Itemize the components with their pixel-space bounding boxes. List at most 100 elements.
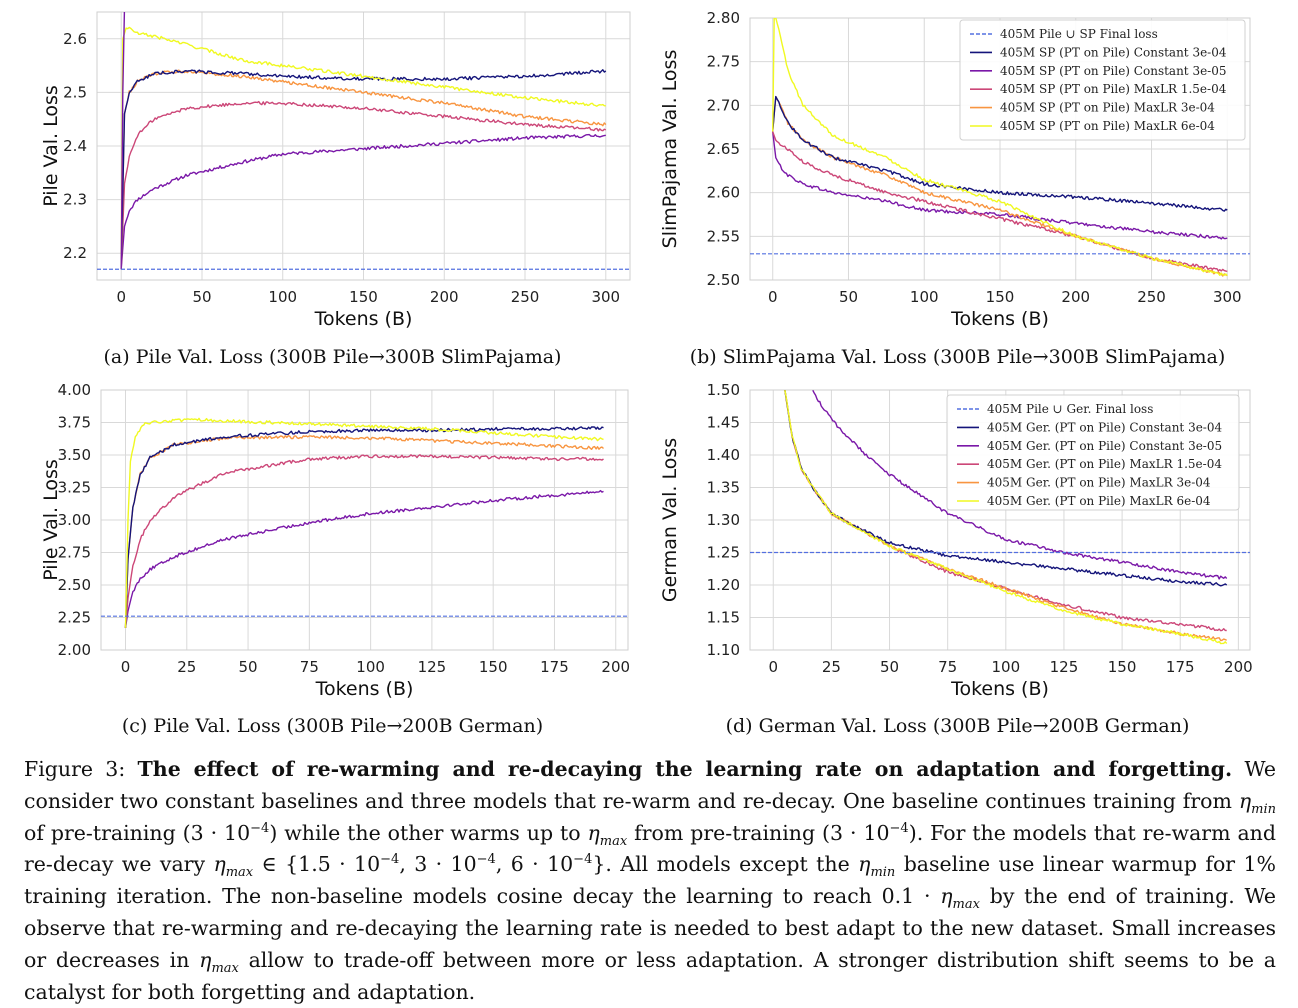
y-tick-label: 2.65 [707,140,740,158]
caption-superscript: −4 [380,852,400,868]
y-axis-label: SlimPajama Val. Loss [659,50,681,249]
y-tick-label: 4.00 [58,381,91,399]
eta-symbol: ηmin [1238,788,1276,817]
series-lines [124,417,604,629]
x-axis-label: Tokens (B) [950,678,1049,700]
eta-symbol: ηmin [858,852,896,881]
figure-caption-body: We consider two constant baselines and t… [24,757,1276,1004]
x-tick-label: 100 [910,288,939,306]
chart-c-caption: (c) Pile Val. Loss (300B Pile→200B Germa… [121,715,544,737]
legend-box [946,394,1240,511]
caption-text: , 3 · 10 [399,852,477,877]
x-tick-label: 50 [839,288,858,306]
x-tick-label: 200 [1061,288,1090,306]
series-line-constant_3e-04 [124,426,604,628]
y-tick-label: 2.75 [58,544,91,562]
x-tick-label: 125 [1050,658,1079,676]
x-tick-label: 100 [268,288,297,306]
x-tick-label: 150 [479,658,508,676]
x-tick-label: 250 [1137,288,1166,306]
x-tick-label: 200 [1224,658,1253,676]
legend: 405M Pile ∪ SP Final loss 405M SP (PT on … [959,19,1246,141]
figure-label: Figure 3: [24,757,126,781]
y-tick-label: 3.25 [58,479,91,497]
series-lines [784,390,1228,645]
x-tick-label: 25 [177,658,196,676]
y-tick-label: 1.30 [707,511,740,529]
y-tick-label: 2.60 [707,184,740,202]
legend-label: 405M Ger. (PT on Pile) MaxLR 3e-04 [987,476,1211,490]
eta-symbol: ηmax [587,820,628,849]
series-line-maxlr_6e-04 [120,26,606,270]
y-tick-label: 3.00 [58,511,91,529]
x-tick-label: 150 [1108,658,1137,676]
series-line-constant_3e-05 [772,131,1228,240]
figure-caption: Figure 3: The effect of re-warming and r… [24,754,1276,1008]
caption-superscript: −4 [573,852,593,868]
legend-label: 405M Ger. (PT on Pile) Constant 3e-04 [987,420,1222,434]
chart-d: 0 25 50 75 100 125 150 175 200 1.10 1.15 1.20 1.25 1.… [659,381,1253,700]
caption-text: allow to trade-off between more or less … [24,947,1276,1004]
series-line-maxlr_6e-04 [784,390,1228,645]
y-tick-label: 2.2 [63,244,87,262]
caption-text: , 6 · 10 [495,852,574,877]
x-tick-label: 25 [822,658,841,676]
figure-bold-title: The effect of re-warming and re-decaying… [137,757,1233,781]
y-tick-label: 1.40 [707,446,740,464]
legend: 405M Pile ∪ Ger. Final loss 405M Ger. (PT… [946,394,1240,511]
x-tick-label: 50 [239,658,258,676]
series-line-constant_3e-05 [812,390,1228,580]
y-axis-label: German Val. Loss [659,438,681,602]
x-tick-label: 50 [880,658,899,676]
chart-panel-b: 0 50 100 150 200 250 300 2.50 2.55 2.60 2.65 2.70 2.… [650,0,1290,340]
legend-label: 405M Ger. (PT on Pile) MaxLR 1.5e-04 [987,457,1222,471]
plot-frame [749,17,1251,281]
x-tick-label: 0 [768,658,778,676]
legend-label: 405M SP (PT on Pile) Constant 3e-04 [1000,45,1227,59]
chart-b-caption: (b) SlimPajama Val. Loss (300B Pile→300B… [689,346,1226,368]
chart-a: 0 50 100 150 200 250 300 2.2 2.3 2.4 2.5 2.6 Tokens … [40,11,631,330]
series-line-constant_3e-04 [120,69,607,270]
plot-frame [96,11,631,281]
y-tick-label: 2.70 [707,96,740,114]
y-tick-label: 2.3 [63,191,87,209]
x-tick-label: 200 [601,658,630,676]
series-line-constant_3e-05 [120,133,606,270]
x-tick-label: 175 [540,658,569,676]
caption-text: ) while the other warms up to [269,820,588,845]
series-line-constant_3e-04 [784,390,1228,587]
x-tick-label: 150 [986,288,1015,306]
caption-text: from pre-training (3 · 10 [627,820,890,845]
series-line-maxlr_1.5e-04 [124,454,604,628]
y-tick-label: 2.50 [58,576,91,594]
caption-superscript: −4 [889,820,909,836]
series-line-maxlr_3e-04 [124,435,604,628]
chart-panel-c: 0 25 50 75 100 125 150 175 200 2.00 2.25 2.50 2.75 3.… [0,375,645,710]
caption-text: }. All models except the [592,852,859,877]
legend-label: 405M Pile ∪ SP Final loss [1000,27,1158,41]
y-tick-label: 2.50 [707,271,740,289]
y-tick-label: 2.80 [707,9,740,27]
chart-b: 0 50 100 150 200 250 300 2.50 2.55 2.60 2.65 2.70 2.… [659,9,1251,330]
legend-label: 405M Ger. (PT on Pile) MaxLR 6e-04 [987,494,1211,508]
x-tick-label: 75 [938,658,957,676]
series-line-constant_3e-04 [772,95,1228,212]
legend-box [959,19,1246,141]
x-tick-label: 75 [300,658,319,676]
x-tick-label: 125 [418,658,447,676]
y-tick-label: 1.35 [707,479,740,497]
y-axis-label: Pile Val. Loss [40,459,62,581]
y-tick-label: 2.5 [63,83,87,101]
x-axis-label: Tokens (B) [314,308,413,330]
chart-d-caption: (d) German Val. Loss (300B Pile→200B Ger… [725,715,1190,737]
legend-label: 405M SP (PT on Pile) MaxLR 1.5e-04 [1000,82,1227,96]
x-tick-label: 300 [1213,288,1242,306]
legend-label: 405M SP (PT on Pile) Constant 3e-05 [1000,64,1227,78]
grid [97,12,630,280]
y-tick-label: 1.50 [707,381,740,399]
x-tick-label: 0 [116,288,126,306]
y-tick-label: 1.15 [707,609,740,627]
series-line-violet_spike [120,12,126,270]
x-tick-label: 0 [768,288,778,306]
y-axis-label: Pile Val. Loss [40,85,62,207]
